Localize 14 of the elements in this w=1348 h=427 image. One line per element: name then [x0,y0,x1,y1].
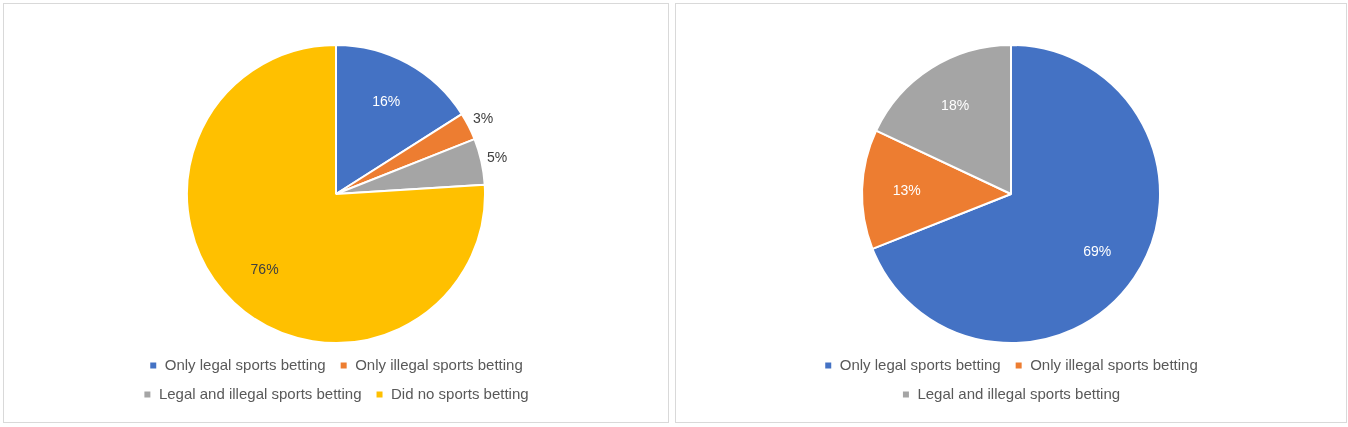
data-label: 76% [250,260,279,277]
legend-label: Only illegal sports betting [1030,355,1198,373]
legend-label: Legal and illegal sports betting [158,384,362,402]
data-label: 16% [372,93,401,110]
data-label: 18% [941,96,970,113]
data-label: 69% [1083,243,1112,260]
legend-label: Only illegal sports betting [355,355,523,373]
data-label: 13% [892,181,921,198]
legend-label: Legal and illegal sports betting [917,384,1121,402]
data-label: 5% [486,148,508,165]
legend-label: Only legal sports betting [839,355,1001,373]
legend-label: Did no sports betting [391,384,529,402]
legend-label: Only legal sports betting [164,355,326,373]
data-label: 3% [472,109,494,126]
